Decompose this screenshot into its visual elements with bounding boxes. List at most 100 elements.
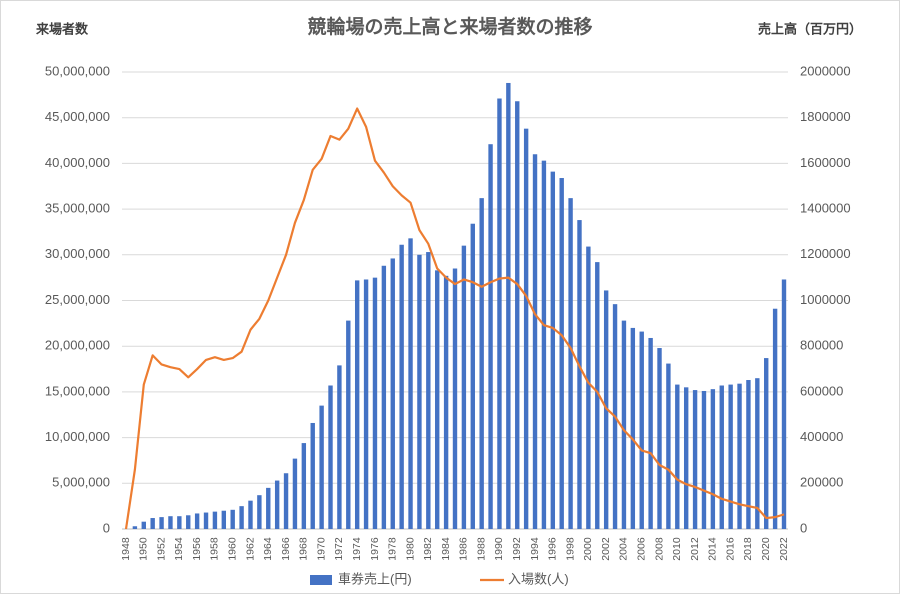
bar	[515, 101, 520, 530]
bar	[781, 279, 787, 529]
bar	[621, 320, 627, 529]
y2-tick-label: 1400000	[800, 201, 851, 216]
bar	[506, 82, 511, 529]
bar	[399, 244, 404, 529]
legend-label: 車券売上(円)	[338, 571, 412, 586]
x-tick-label: 1998	[564, 537, 576, 561]
bar	[595, 262, 600, 529]
x-tick-label: 2002	[600, 537, 612, 561]
y-tick-label: 35,000,000	[45, 201, 110, 216]
x-tick-label: 2008	[653, 537, 665, 561]
y2-tick-label: 600000	[800, 383, 843, 398]
x-tick-label: 1988	[475, 537, 487, 561]
bar	[248, 500, 253, 529]
bar	[417, 254, 422, 530]
x-tick-label: 2014	[707, 537, 719, 561]
x-tick-label: 1974	[351, 537, 363, 561]
bar	[648, 337, 653, 529]
x-tick-label: 1986	[458, 537, 470, 561]
x-tick-label: 1992	[511, 537, 523, 561]
bar	[710, 389, 716, 529]
bar	[568, 198, 573, 529]
y-tick-label: 45,000,000	[45, 109, 110, 124]
x-tick-label: 2016	[724, 537, 736, 561]
x-tick-label: 1996	[547, 537, 559, 561]
bar	[283, 473, 289, 529]
bar	[372, 277, 378, 529]
x-tick-label: 2018	[742, 537, 754, 561]
bar	[426, 252, 431, 530]
bar	[586, 246, 591, 529]
bar	[452, 268, 458, 529]
bar	[719, 385, 724, 529]
x-tick-label: 2020	[760, 537, 772, 561]
bar	[728, 384, 733, 529]
y-tick-label: 5,000,000	[52, 475, 110, 490]
x-tick-label: 1980	[404, 537, 416, 561]
bar	[274, 480, 280, 529]
x-tick-label: 1978	[387, 537, 399, 561]
x-tick-label: 1982	[422, 537, 434, 561]
y2-tick-label: 0	[800, 520, 807, 535]
bar	[408, 238, 413, 529]
bar	[186, 515, 191, 529]
y-tick-label: 50,000,000	[45, 63, 110, 78]
bar	[221, 510, 227, 529]
x-tick-label: 1950	[138, 537, 150, 561]
bar	[212, 511, 218, 529]
bar	[577, 220, 582, 529]
bar	[683, 387, 689, 529]
bar	[141, 521, 146, 529]
y-axis-title: 来場者数	[35, 21, 89, 36]
bar	[772, 308, 778, 529]
y2-tick-label: 2000000	[800, 63, 851, 78]
y2-tick-label: 1200000	[800, 246, 851, 261]
x-tick-label: 1972	[333, 537, 345, 561]
bar	[541, 160, 547, 529]
x-tick-label: 1966	[280, 537, 292, 561]
y-tick-label: 15,000,000	[45, 383, 110, 398]
y2-tick-label: 400000	[800, 429, 843, 444]
bar	[461, 245, 467, 529]
bar	[443, 275, 449, 529]
bar	[737, 383, 742, 529]
bar	[159, 517, 164, 529]
bar	[266, 487, 271, 529]
x-tick-label: 1958	[209, 537, 221, 561]
bar	[701, 390, 707, 529]
bar	[755, 378, 760, 529]
y-tick-label: 40,000,000	[45, 155, 110, 170]
y-tick-label: 20,000,000	[45, 338, 110, 353]
bar	[666, 363, 671, 529]
bar	[692, 390, 698, 529]
bar	[639, 331, 644, 529]
bar	[177, 516, 182, 529]
x-tick-label: 1964	[262, 537, 274, 561]
x-tick-label: 2004	[618, 537, 630, 561]
bar	[523, 128, 529, 529]
x-tick-label: 1990	[493, 537, 505, 561]
x-tick-label: 1954	[173, 537, 185, 561]
x-tick-label: 1984	[440, 537, 452, 561]
bar	[310, 422, 315, 529]
bar	[363, 279, 369, 529]
bar	[230, 509, 235, 529]
bar	[354, 280, 360, 529]
bar	[675, 384, 680, 529]
bar	[301, 443, 307, 529]
x-tick-label: 1970	[315, 537, 327, 561]
x-tick-label: 2000	[582, 537, 594, 561]
x-tick-label: 1976	[369, 537, 381, 561]
chart-title: 競輪場の売上高と来場者数の推移	[307, 15, 592, 38]
x-tick-label: 1956	[191, 537, 203, 561]
bar	[337, 365, 342, 529]
x-tick-label: 1960	[226, 537, 238, 561]
bar	[150, 518, 155, 529]
bar	[630, 327, 636, 529]
x-tick-label: 2006	[636, 537, 648, 561]
y2-tick-label: 200000	[800, 475, 843, 490]
x-tick-label: 1952	[155, 537, 167, 561]
legend-label: 入場数(人)	[508, 571, 569, 586]
line	[124, 107, 785, 530]
bar	[497, 98, 502, 530]
